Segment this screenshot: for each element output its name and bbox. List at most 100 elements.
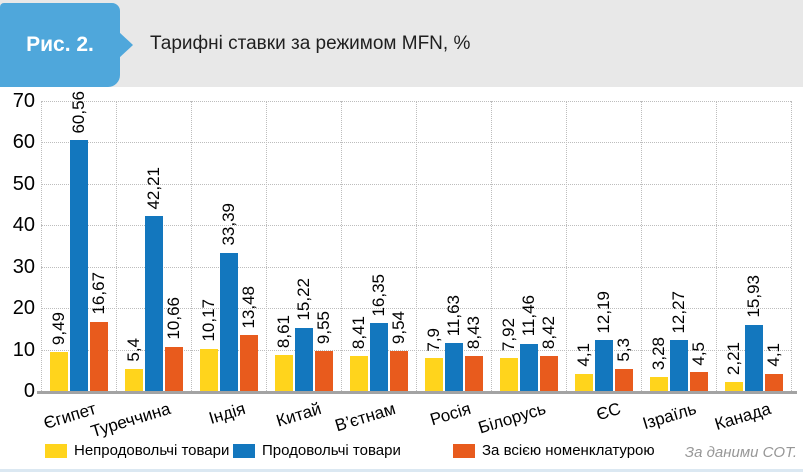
bar xyxy=(90,321,108,391)
category-label: Білорусь xyxy=(476,399,549,438)
y-tick-label: 60 xyxy=(12,131,35,154)
gridline-vertical xyxy=(566,101,567,391)
bar-value-label: 12,27 xyxy=(669,290,688,334)
bar-value-label: 8,42 xyxy=(539,316,558,350)
bar-value-label: 9,49 xyxy=(49,311,68,345)
bar xyxy=(650,377,668,391)
bar xyxy=(425,358,443,391)
y-tick-label: 20 xyxy=(12,297,35,320)
y-tick-label: 40 xyxy=(12,214,35,237)
y-tick-label: 0 xyxy=(23,380,35,402)
bar-value-label: 13,48 xyxy=(239,285,258,329)
legend-label: Непродовольчі товари xyxy=(74,442,230,459)
bar xyxy=(70,140,88,391)
legend-item: Непродовольчі товари xyxy=(45,442,229,459)
legend-item: За всією номенклатурою xyxy=(453,442,655,459)
bar xyxy=(595,340,613,391)
category-label: Ізраїль xyxy=(639,399,699,434)
category-label: Росія xyxy=(427,399,474,430)
bar-value-label: 8,43 xyxy=(464,315,483,350)
bar xyxy=(125,368,143,391)
gridline-vertical xyxy=(341,101,342,391)
x-axis-line xyxy=(37,391,797,394)
bar-value-label: 15,93 xyxy=(744,275,763,319)
bar-value-label: 4,1 xyxy=(574,343,593,368)
bar xyxy=(220,252,238,391)
bar xyxy=(765,374,783,391)
gridline-vertical xyxy=(791,101,792,391)
bar-value-label: 16,35 xyxy=(369,273,388,317)
gridline-vertical xyxy=(116,101,117,391)
y-tick-label: 10 xyxy=(12,338,35,361)
bar xyxy=(615,369,633,391)
bar-value-label: 10,17 xyxy=(199,299,218,342)
bar xyxy=(465,356,483,391)
legend-swatch xyxy=(453,443,475,458)
figure-header: Рис. 2. Тарифні ставки за режимом MFN, % xyxy=(0,0,803,87)
category-label: Канада xyxy=(712,399,774,435)
bar xyxy=(145,216,163,391)
bar xyxy=(540,356,558,391)
bar-value-label: 10,66 xyxy=(164,297,183,340)
gridline-vertical xyxy=(716,101,717,391)
bar-value-label: 15,22 xyxy=(294,278,313,321)
bar-value-label: 7,92 xyxy=(499,318,518,352)
legend-item: Продовольчі товари xyxy=(233,442,401,459)
legend-swatch xyxy=(233,443,255,458)
badge-arrow-icon xyxy=(119,32,133,58)
bar xyxy=(315,351,333,391)
bar-value-label: 4,1 xyxy=(764,343,783,368)
bar-value-label: 9,55 xyxy=(314,311,333,345)
bar xyxy=(370,323,388,391)
bar xyxy=(745,325,763,391)
legend-label: Продовольчі товари xyxy=(262,442,401,459)
bar-value-label: 2,21 xyxy=(724,341,743,375)
category-label: В’єтнам xyxy=(333,399,399,436)
bar xyxy=(240,335,258,391)
bar xyxy=(445,342,463,391)
bar-value-label: 11,46 xyxy=(519,295,538,337)
bar xyxy=(275,355,293,391)
figure-badge-label: Рис. 2. xyxy=(26,33,94,56)
bar xyxy=(165,346,183,391)
bar-value-label: 33,39 xyxy=(219,203,238,246)
gridline-vertical xyxy=(416,101,417,391)
bar-value-label: 8,61 xyxy=(274,315,293,349)
legend-label: За всією номенклатурою xyxy=(482,442,655,459)
bar xyxy=(390,351,408,391)
bar xyxy=(295,327,313,391)
bar-value-label: 60,56 xyxy=(69,90,88,134)
bar xyxy=(690,372,708,391)
bar xyxy=(520,343,538,391)
bar xyxy=(725,381,743,391)
source-note: За даними СОТ. xyxy=(684,444,797,461)
y-tick-label: 50 xyxy=(12,172,35,195)
bar xyxy=(575,374,593,391)
y-tick-label: 70 xyxy=(12,90,35,112)
bar-value-label: 5,3 xyxy=(614,338,633,363)
bar xyxy=(350,356,368,391)
bar-value-label: 11,63 xyxy=(444,294,463,336)
figure-badge: Рис. 2. xyxy=(0,3,120,87)
bar-value-label: 16,67 xyxy=(89,272,108,315)
gridline-vertical xyxy=(641,101,642,391)
bar-value-label: 5,4 xyxy=(124,338,143,362)
gridline-vertical xyxy=(266,101,267,391)
bar-value-label: 42,21 xyxy=(144,166,163,210)
bar-value-label: 7,9 xyxy=(424,327,443,352)
bar xyxy=(50,351,68,391)
category-label: Індія xyxy=(207,399,249,428)
gridline-vertical xyxy=(41,101,42,391)
legend-swatch xyxy=(45,443,67,458)
gridline-vertical xyxy=(491,101,492,391)
bar-value-label: 4,5 xyxy=(689,341,708,366)
gridline-vertical xyxy=(191,101,192,391)
category-label: Китай xyxy=(273,399,324,431)
category-label: Туреччина xyxy=(88,399,174,442)
bar-value-label: 8,41 xyxy=(349,316,368,350)
chart-title: Тарифні ставки за режимом MFN, % xyxy=(150,32,471,54)
bar-value-label: 12,19 xyxy=(594,290,613,334)
bar xyxy=(500,358,518,391)
bar xyxy=(200,348,218,391)
